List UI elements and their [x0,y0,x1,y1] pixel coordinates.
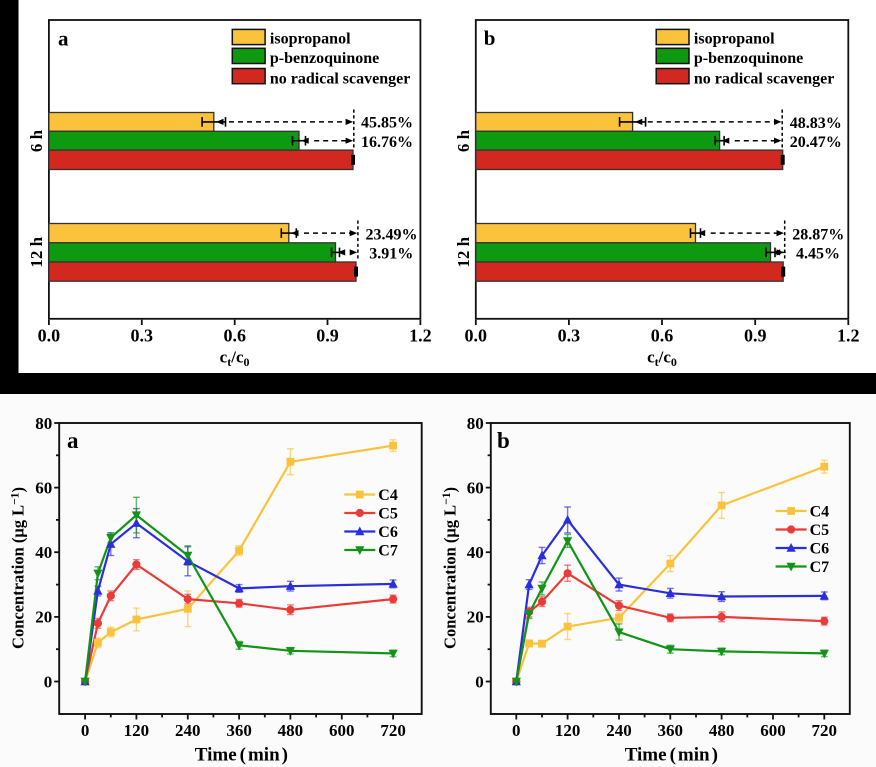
svg-text:b: b [497,428,510,453]
svg-text:C6: C6 [810,541,830,558]
svg-text:80: 80 [467,414,484,433]
svg-text:6 h: 6 h [27,129,46,152]
svg-text:360: 360 [658,721,684,740]
svg-text:a: a [67,428,79,453]
svg-text:120: 120 [555,721,581,740]
svg-text:60: 60 [467,478,484,497]
svg-text:600: 600 [329,721,355,740]
svg-text:3.91%: 3.91% [369,245,413,262]
svg-text:Concentration (μg L−1): Concentration (μg L−1) [440,487,459,649]
svg-text:12 h: 12 h [27,236,46,267]
svg-text:80: 80 [35,414,52,433]
svg-text:4.45%: 4.45% [796,245,840,262]
svg-text:0: 0 [475,672,484,691]
svg-text:0: 0 [512,721,521,740]
svg-text:0.3: 0.3 [558,326,581,346]
svg-text:40: 40 [35,543,52,562]
svg-text:0.3: 0.3 [131,326,154,346]
svg-text:C6: C6 [378,524,398,541]
svg-text:C4: C4 [810,504,830,521]
svg-text:C7: C7 [378,543,398,560]
svg-text:0.9: 0.9 [316,326,339,346]
svg-text:20: 20 [467,608,484,627]
svg-text:360: 360 [226,721,252,740]
svg-text:b: b [484,26,496,50]
svg-text:0.6: 0.6 [223,326,246,346]
svg-text:0: 0 [81,721,90,740]
svg-text:20: 20 [35,608,52,627]
svg-text:720: 720 [380,721,406,740]
svg-text:12 h: 12 h [454,236,473,267]
svg-text:48.83%: 48.83% [790,115,842,132]
svg-text:20.47%: 20.47% [790,134,842,151]
svg-text:240: 240 [175,721,201,740]
svg-text:C5: C5 [810,522,830,539]
svg-text:p-benzoquinone: p-benzoquinone [270,50,379,67]
svg-text:0.0: 0.0 [465,326,488,346]
svg-text:Time(min): Time(min) [195,745,288,766]
svg-text:600: 600 [760,721,786,740]
svg-text:45.85%: 45.85% [361,114,413,131]
svg-text:no radical scavenger: no radical scavenger [270,70,410,87]
svg-text:p-benzoquinone: p-benzoquinone [694,50,803,67]
svg-text:C7: C7 [810,559,830,576]
svg-text:0.6: 0.6 [651,326,674,346]
svg-text:no radical scavenger: no radical scavenger [694,70,834,87]
svg-text:120: 120 [124,721,150,740]
svg-text:28.87%: 28.87% [792,227,844,244]
svg-text:0: 0 [44,672,53,691]
svg-text:23.49%: 23.49% [366,227,418,244]
svg-text:Time(min): Time(min) [625,745,718,766]
svg-text:ct/c0: ct/c0 [220,348,250,370]
svg-text:240: 240 [606,721,632,740]
svg-text:480: 480 [709,721,735,740]
svg-text:720: 720 [812,721,838,740]
svg-text:C4: C4 [378,487,398,504]
svg-text:6 h: 6 h [454,129,473,152]
svg-text:Concentration (μg L−1): Concentration (μg L−1) [9,487,28,649]
svg-text:a: a [58,26,69,50]
svg-text:isopropanol: isopropanol [694,31,775,48]
svg-text:1.2: 1.2 [837,326,860,346]
svg-text:16.76%: 16.76% [361,134,413,151]
svg-text:40: 40 [467,543,484,562]
svg-text:isopropanol: isopropanol [270,31,351,48]
svg-text:ct/c0: ct/c0 [647,348,677,370]
svg-text:0.9: 0.9 [744,326,767,346]
svg-text:1.2: 1.2 [409,326,432,346]
svg-text:60: 60 [35,478,52,497]
svg-text:480: 480 [278,721,304,740]
svg-text:0.0: 0.0 [38,326,61,346]
svg-text:C5: C5 [378,506,398,523]
